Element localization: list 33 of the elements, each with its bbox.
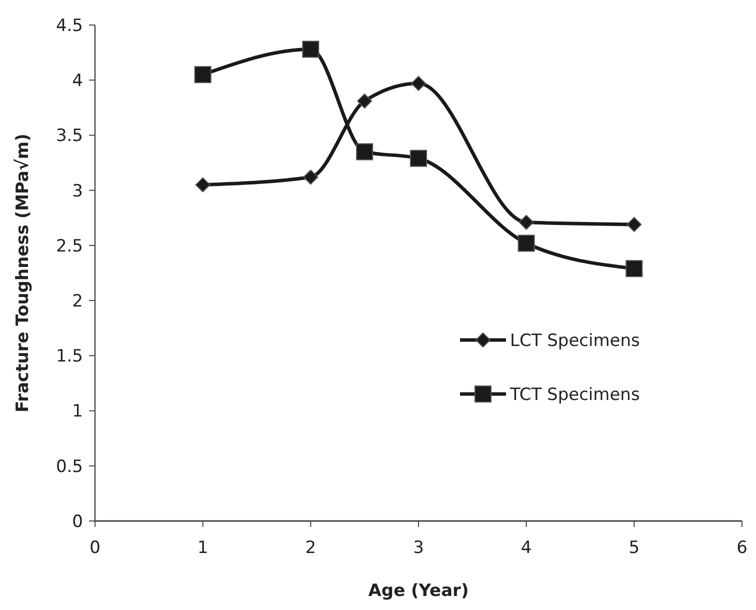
point: [518, 234, 535, 252]
x-tick-label: 0: [90, 538, 100, 558]
point: [411, 76, 426, 91]
x-tick-label: 5: [628, 538, 640, 558]
point: [410, 150, 427, 167]
x-tick-label: 1: [197, 538, 208, 558]
point: [195, 177, 210, 192]
point: [518, 214, 534, 230]
y-tick-label: 4.5: [56, 16, 83, 36]
y-tick-label: 2: [72, 292, 83, 312]
y-tick-label: 1.5: [56, 346, 83, 367]
point: [357, 94, 372, 109]
y-tick-label: 4: [72, 71, 83, 92]
legend-label: TCT Specimens: [509, 384, 640, 405]
point: [194, 66, 212, 84]
x-tick-label: 3: [413, 538, 424, 558]
y-axis-title: Fracture Toughness (MPa√m): [13, 134, 33, 412]
point: [356, 143, 374, 160]
x-tick-label: 6: [736, 538, 748, 558]
y-tick-label: 3: [72, 181, 83, 202]
x-tick-label: 2: [305, 538, 316, 558]
y-tick-label: 3.5: [56, 126, 83, 146]
point: [626, 260, 643, 278]
legend-label: LCT Specimens: [510, 330, 640, 351]
y-tick-label: 0: [72, 512, 83, 532]
x-tick-label: 4: [520, 538, 532, 558]
x-axis-title: Age (Year): [368, 581, 469, 601]
point: [302, 40, 320, 58]
y-tick-label: 0.5: [56, 456, 83, 477]
y-tick-label: 2.5: [56, 236, 83, 256]
point: [626, 217, 642, 232]
point: [303, 170, 318, 185]
y-tick-label: 1: [72, 402, 83, 422]
